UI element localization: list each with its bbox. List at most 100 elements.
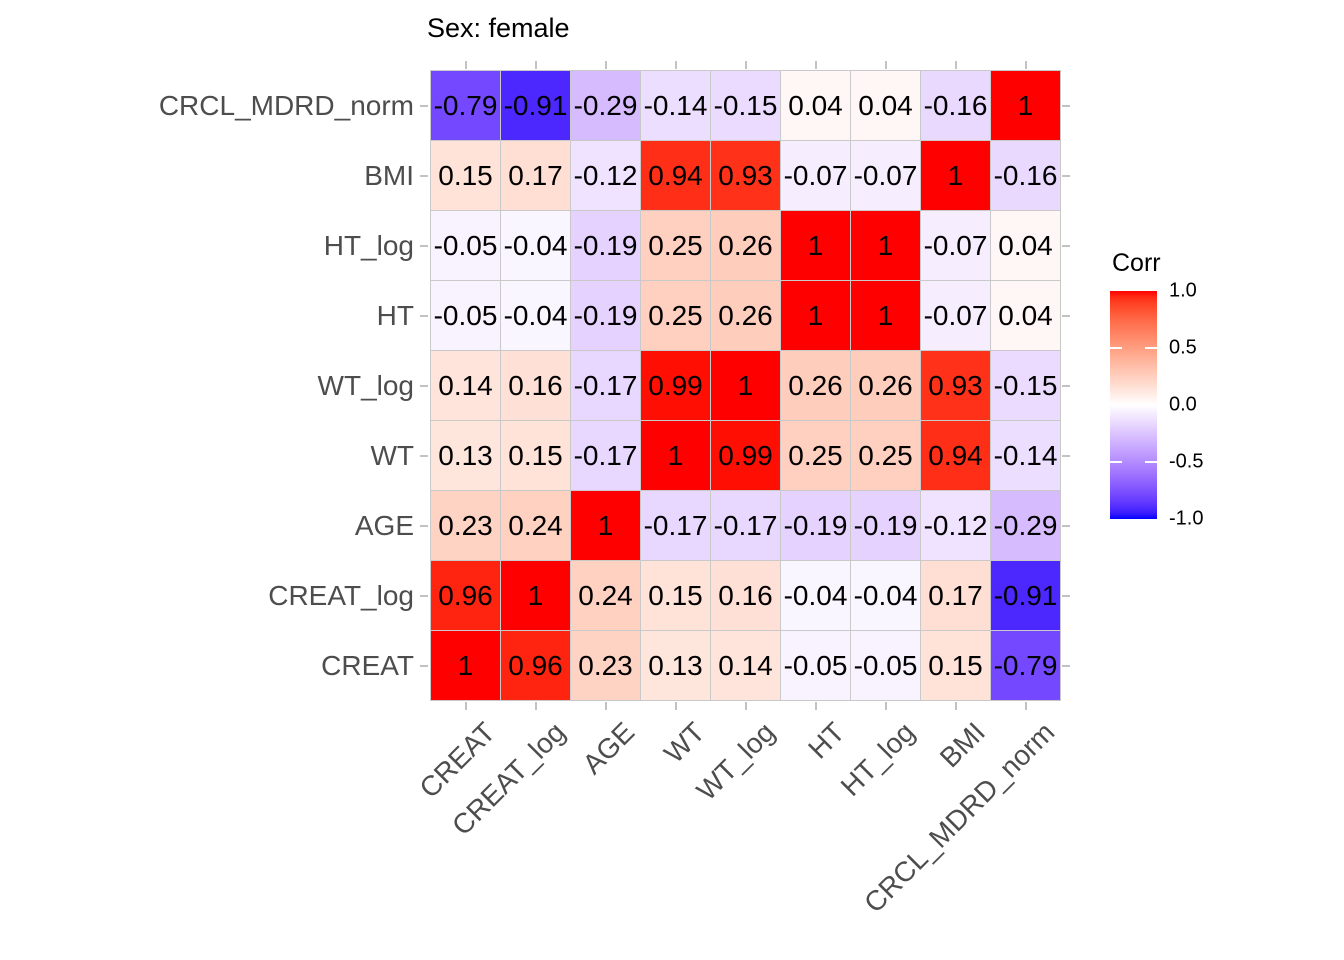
heatmap-cell: -0.04: [781, 561, 850, 630]
heatmap-cell: -0.14: [641, 71, 710, 140]
x-axis-label: HT_log: [834, 716, 921, 803]
heatmap-cell: 0.24: [501, 491, 570, 560]
heatmap-cell: 0.96: [431, 561, 500, 630]
heatmap-cell: 0.94: [921, 421, 990, 490]
axis-tick: [464, 702, 467, 710]
y-axis-label: HT_log: [323, 229, 414, 261]
heatmap-cell: -0.04: [501, 281, 570, 350]
heatmap-cell: -0.04: [501, 211, 570, 280]
heatmap-cell: 0.26: [711, 281, 780, 350]
heatmap-cell: -0.05: [781, 631, 850, 700]
axis-tick: [420, 314, 428, 317]
heatmap-cell: 0.17: [501, 141, 570, 210]
heatmap-cell: -0.17: [711, 491, 780, 560]
axis-tick: [534, 61, 537, 69]
axis-tick: [420, 174, 428, 177]
heatmap-cell: -0.12: [571, 141, 640, 210]
legend-tick-label: -0.5: [1169, 450, 1204, 473]
y-axis-label: CREAT: [321, 649, 414, 681]
heatmap-cell: 0.16: [501, 351, 570, 420]
heatmap-cell: 0.17: [921, 561, 990, 630]
heatmap-cell: 0.93: [711, 141, 780, 210]
heatmap-cell: -0.07: [921, 211, 990, 280]
y-axis-label: WT: [370, 439, 414, 471]
axis-tick: [1062, 174, 1070, 177]
heatmap-cell: 0.04: [851, 71, 920, 140]
axis-tick: [464, 61, 467, 69]
legend-tick-mark: [1110, 347, 1122, 349]
heatmap-cell: 1: [851, 281, 920, 350]
heatmap-cell: 0.04: [991, 211, 1060, 280]
heatmap-cell: -0.19: [781, 491, 850, 560]
heatmap-cell: 1: [571, 491, 640, 560]
legend-tick-label: 1.0: [1169, 279, 1197, 302]
axis-tick: [1062, 314, 1070, 317]
axis-tick: [420, 104, 428, 107]
heatmap-cell: -0.29: [571, 71, 640, 140]
heatmap-cell: 0.26: [851, 351, 920, 420]
axis-tick: [744, 61, 747, 69]
y-axis-label: CRCL_MDRD_norm: [158, 89, 414, 121]
heatmap-cell: 1: [501, 561, 570, 630]
heatmap-cell: 0.14: [711, 631, 780, 700]
heatmap-cell: 0.15: [431, 141, 500, 210]
axis-tick: [674, 702, 677, 710]
y-axis-label: AGE: [354, 509, 414, 541]
heatmap-cell: 0.15: [641, 561, 710, 630]
axis-tick: [420, 244, 428, 247]
heatmap-cell: 1: [431, 631, 500, 700]
heatmap-cell: 0.26: [781, 351, 850, 420]
heatmap-cell: -0.04: [851, 561, 920, 630]
heatmap-cell: 1: [641, 421, 710, 490]
axis-tick: [420, 594, 428, 597]
legend-tick-label: -1.0: [1169, 507, 1204, 530]
plot-title: Sex: female: [427, 13, 570, 43]
axis-tick: [884, 702, 887, 710]
heatmap-cell: 0.99: [641, 351, 710, 420]
heatmap-cell: -0.19: [571, 211, 640, 280]
heatmap-cell: 0.13: [431, 421, 500, 490]
y-axis-label: HT: [376, 299, 414, 331]
heatmap-cell: 1: [711, 351, 780, 420]
y-axis-label: BMI: [364, 159, 414, 191]
x-axis-label: AGE: [576, 716, 641, 781]
axis-tick: [1062, 594, 1070, 597]
heatmap-cell: 0.04: [991, 281, 1060, 350]
heatmap-cell: -0.07: [851, 141, 920, 210]
x-axis-label: WT_log: [690, 716, 781, 807]
heatmap-cell: -0.14: [991, 421, 1060, 490]
axis-tick: [674, 61, 677, 69]
heatmap-cell: 0.23: [431, 491, 500, 560]
legend-tick-label: 0.0: [1169, 393, 1197, 416]
heatmap-cell: 1: [991, 71, 1060, 140]
heatmap-cell: 1: [851, 211, 920, 280]
heatmap-cell: 0.25: [851, 421, 920, 490]
heatmap-cell: -0.05: [851, 631, 920, 700]
heatmap-cell: -0.91: [501, 71, 570, 140]
heatmap-cell: 0.93: [921, 351, 990, 420]
heatmap-cell: 0.13: [641, 631, 710, 700]
axis-tick: [1062, 104, 1070, 107]
heatmap-cell: 0.16: [711, 561, 780, 630]
heatmap-cell: 0.94: [641, 141, 710, 210]
heatmap-cell: -0.79: [991, 631, 1060, 700]
heatmap-cell: 0.15: [921, 631, 990, 700]
axis-tick: [1062, 384, 1070, 387]
legend-tick-mark: [1145, 347, 1157, 349]
axis-tick: [1024, 702, 1027, 710]
heatmap-cell: 0.99: [711, 421, 780, 490]
heatmap-cell: -0.07: [921, 281, 990, 350]
heatmap-cell: -0.79: [431, 71, 500, 140]
legend-title: Corr: [1112, 249, 1161, 277]
axis-tick: [420, 664, 428, 667]
heatmap-grid: -0.79 -0.91 -0.29 -0.14 -0.15 0.04 0.04 -0.16 1 0…: [430, 70, 1061, 701]
heatmap-cell: 0.25: [641, 211, 710, 280]
x-axis-label: WT: [658, 716, 711, 769]
legend-tick-mark: [1110, 461, 1122, 463]
axis-tick: [814, 702, 817, 710]
x-axis-label: HT: [802, 716, 851, 765]
axis-tick: [814, 61, 817, 69]
heatmap-cell: -0.05: [431, 211, 500, 280]
axis-tick: [604, 61, 607, 69]
